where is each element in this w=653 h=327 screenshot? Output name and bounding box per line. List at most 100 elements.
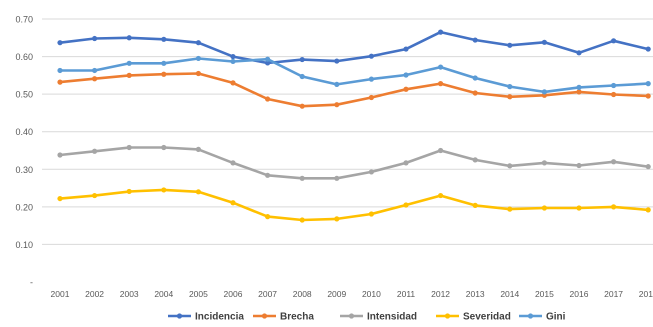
series-lines: [57, 29, 651, 223]
data-point: [126, 35, 132, 41]
legend-item-brecha: Brecha: [253, 312, 314, 323]
data-point: [265, 56, 271, 62]
data-point: [472, 90, 478, 96]
legend-item-severidad: Severidad: [436, 312, 511, 323]
data-point: [438, 29, 444, 35]
data-point: [92, 192, 98, 199]
x-tick-label: 2015: [535, 289, 554, 299]
data-point: [57, 79, 63, 85]
data-point: [299, 175, 305, 181]
data-point: [57, 195, 63, 202]
legend: Incidencia Brecha Intensidad Severidad Gini: [168, 312, 566, 323]
series-brecha: [57, 70, 651, 109]
data-point: [57, 40, 63, 46]
data-point: [230, 200, 236, 206]
x-tick-label: 2018: [639, 289, 653, 299]
data-point: [576, 162, 582, 169]
data-point: [57, 152, 63, 158]
data-point: [265, 96, 271, 102]
data-point: [126, 144, 132, 151]
data-point: [92, 148, 98, 154]
data-point: [265, 172, 271, 178]
data-point: [230, 58, 236, 65]
legend-marker: [176, 313, 183, 319]
x-tick-label: 2001: [51, 289, 70, 299]
data-point: [368, 53, 374, 59]
data-point: [507, 94, 513, 100]
data-point: [230, 53, 236, 60]
legend-label: Gini: [546, 312, 566, 323]
data-point: [472, 157, 478, 163]
data-point: [126, 188, 132, 195]
x-tick-label: 2003: [120, 289, 139, 299]
data-point: [645, 46, 651, 52]
data-point: [576, 205, 582, 211]
data-point: [611, 82, 617, 89]
data-point: [368, 76, 374, 82]
legend-label: Brecha: [280, 312, 314, 323]
data-point: [507, 163, 513, 169]
data-point: [403, 202, 409, 208]
y-tick-label: 0.10: [15, 240, 33, 250]
legend-label: Intensidad: [367, 312, 417, 323]
data-point: [161, 71, 167, 77]
x-tick-label: 2016: [570, 289, 589, 299]
data-point: [161, 36, 167, 42]
y-tick-label: 0.60: [15, 52, 33, 62]
data-point: [611, 159, 617, 165]
data-point: [230, 160, 236, 166]
data-point: [92, 76, 98, 82]
x-tick-label: 2011: [397, 289, 416, 299]
data-point: [576, 84, 582, 90]
data-point: [195, 146, 201, 152]
data-point: [541, 205, 548, 211]
data-point: [507, 206, 513, 212]
data-point: [472, 202, 478, 208]
y-tick-label: 0.50: [15, 90, 33, 100]
legend-marker: [348, 313, 355, 319]
x-tick-label: 2010: [362, 289, 381, 299]
data-point: [368, 94, 374, 101]
data-point: [403, 46, 409, 52]
data-point: [265, 214, 271, 220]
data-point: [507, 42, 513, 48]
data-point: [195, 189, 201, 195]
y-tick-label: -: [30, 278, 33, 288]
data-point: [334, 216, 340, 222]
data-point: [541, 39, 548, 45]
x-axis-ticks: 2001 2002 2003 2004 2005 2006 2007 2008 2009 2010…: [51, 289, 653, 299]
data-point: [472, 37, 478, 43]
data-point: [438, 192, 444, 199]
data-point: [126, 60, 132, 66]
series-intensidad: [57, 144, 651, 181]
data-point: [92, 67, 98, 74]
legend-marker: [261, 313, 268, 319]
data-point: [368, 169, 374, 175]
data-point: [438, 147, 444, 154]
data-point: [161, 144, 167, 151]
series-line: [58, 188, 650, 222]
data-point: [438, 81, 444, 87]
data-point: [299, 56, 305, 63]
data-point: [645, 81, 651, 87]
x-tick-label: 2009: [327, 289, 346, 299]
data-point: [195, 70, 201, 77]
legend-item-intensidad: Intensidad: [340, 312, 417, 323]
legend-label: Incidencia: [195, 312, 244, 323]
data-point: [611, 204, 617, 210]
legend-marker: [444, 313, 451, 319]
series-severidad: [57, 187, 651, 223]
series-line: [58, 30, 650, 65]
legend-item-gini: Gini: [519, 312, 566, 323]
x-tick-label: 2006: [224, 289, 243, 299]
data-point: [368, 211, 374, 217]
data-point: [334, 175, 340, 181]
data-point: [161, 187, 167, 193]
x-tick-label: 2002: [85, 289, 104, 299]
data-point: [230, 80, 236, 86]
x-tick-label: 2008: [293, 289, 312, 299]
x-tick-label: 2004: [154, 289, 173, 299]
data-point: [576, 89, 582, 95]
data-point: [541, 89, 548, 95]
